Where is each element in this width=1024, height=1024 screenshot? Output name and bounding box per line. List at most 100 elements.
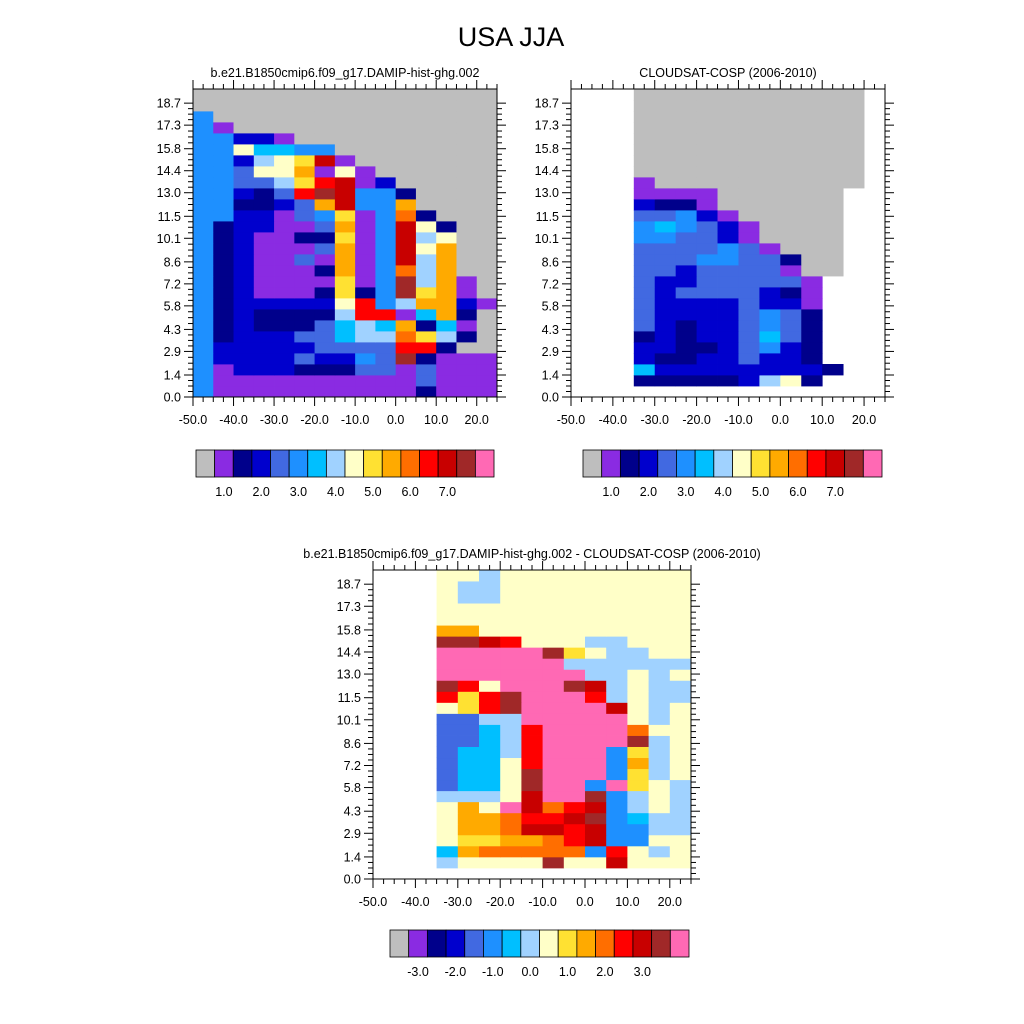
x-tick-label: 20.0 <box>465 413 489 427</box>
heatmap-cell <box>500 658 522 670</box>
heatmap-cell <box>457 790 480 803</box>
heatmap-cell <box>436 243 457 255</box>
x-tick-label: 0.0 <box>576 895 593 909</box>
heatmap-cell <box>654 265 677 277</box>
colorbar-swatch <box>344 449 365 478</box>
heatmap-cell <box>375 276 397 288</box>
heatmap-cell <box>521 636 543 648</box>
heatmap-cell <box>585 647 607 659</box>
heatmap-cell <box>654 199 677 211</box>
heatmap-cell <box>500 757 522 770</box>
heatmap-cell <box>294 342 315 354</box>
heatmap-cell <box>193 254 214 266</box>
heatmap-cell <box>675 122 697 134</box>
heatmap-cell <box>415 298 437 310</box>
heatmap-cell <box>436 658 459 670</box>
heatmap-cell <box>314 342 336 354</box>
heatmap-cell <box>500 570 522 582</box>
colorbar-label: 5.0 <box>752 485 769 499</box>
heatmap-cell <box>675 287 697 299</box>
heatmap-cell <box>542 768 565 781</box>
heatmap-cell <box>585 823 607 836</box>
heatmap-cell <box>563 834 586 847</box>
heatmap-cell <box>759 100 781 112</box>
heatmap-cell <box>233 331 255 343</box>
heatmap-cell <box>375 386 397 398</box>
heatmap-cell <box>648 735 671 747</box>
heatmap-cell <box>542 658 565 670</box>
heatmap-cell <box>717 155 739 167</box>
heatmap-cell <box>395 254 417 266</box>
heatmap-cell <box>563 801 586 814</box>
heatmap-cell <box>253 199 275 211</box>
panel-title: b.e21.B1850cmip6.f09_g17.DAMIP-hist-ghg.… <box>211 66 480 80</box>
heatmap-cell <box>696 122 718 134</box>
heatmap-cell <box>375 111 397 123</box>
heatmap-cell <box>395 89 417 101</box>
heatmap-cell <box>521 757 543 770</box>
heatmap-cell <box>253 243 275 255</box>
heatmap-cell <box>294 320 315 332</box>
heatmap-cell <box>717 342 739 354</box>
y-tick-label: 11.5 <box>536 210 559 224</box>
heatmap-cell <box>456 309 478 321</box>
heatmap-cell <box>395 100 417 112</box>
heatmap-cell <box>193 111 214 123</box>
heatmap-cell <box>669 779 692 792</box>
heatmap-cell <box>542 757 565 770</box>
heatmap-cell <box>355 364 376 376</box>
heatmap-cell <box>585 713 607 725</box>
heatmap-cell <box>633 122 656 134</box>
heatmap-cell <box>606 834 628 847</box>
heatmap-cell <box>479 735 501 747</box>
heatmap-cell <box>274 177 295 189</box>
heatmap-cell <box>294 232 315 244</box>
heatmap-cell <box>355 111 376 123</box>
heatmap-cell <box>476 320 498 332</box>
heatmap-cell <box>457 570 480 582</box>
heatmap-cell <box>436 669 459 681</box>
heatmap-cell <box>648 570 671 582</box>
heatmap-cell <box>355 232 376 244</box>
heatmap-cell <box>274 111 295 123</box>
heatmap-cell <box>738 375 760 387</box>
heatmap-cell <box>294 276 315 288</box>
heatmap-cell <box>675 254 697 266</box>
heatmap-cell <box>395 287 417 299</box>
heatmap-cell <box>395 199 417 211</box>
heatmap-cell <box>415 276 437 288</box>
colorbar-swatch <box>456 449 476 478</box>
heatmap-cell <box>500 647 522 659</box>
heatmap-cell <box>780 166 802 178</box>
heatmap-cell <box>253 309 275 321</box>
heatmap-cell <box>633 254 656 266</box>
heatmap-cell <box>253 320 275 332</box>
heatmap-cell <box>627 614 649 626</box>
heatmap-cell <box>759 353 781 365</box>
heatmap-cell <box>563 680 586 692</box>
heatmap-cell <box>675 133 697 145</box>
heatmap-cell <box>233 133 255 145</box>
x-tick-label: 10.0 <box>810 413 834 427</box>
heatmap-cell <box>563 790 586 803</box>
heatmap-cell <box>633 364 656 376</box>
heatmap-cell <box>457 669 480 681</box>
heatmap-cell <box>801 188 823 200</box>
heatmap-cell <box>294 100 315 112</box>
heatmap-cell <box>696 353 718 365</box>
heatmap-cell <box>415 353 437 365</box>
colorbar-swatch <box>408 929 428 958</box>
heatmap-cell <box>563 625 586 637</box>
heatmap-cell <box>542 614 565 626</box>
heatmap-cell <box>654 210 677 222</box>
heatmap-cell <box>479 603 501 615</box>
heatmap-cell <box>585 757 607 770</box>
heatmap-cell <box>233 144 255 156</box>
heatmap-cell <box>738 364 760 376</box>
heatmap-cell <box>738 221 760 233</box>
heatmap-cell <box>606 614 628 626</box>
heatmap-cell <box>314 100 336 112</box>
heatmap-cell <box>542 702 565 714</box>
heatmap-cell <box>627 713 649 725</box>
heatmap-cell <box>355 177 376 189</box>
